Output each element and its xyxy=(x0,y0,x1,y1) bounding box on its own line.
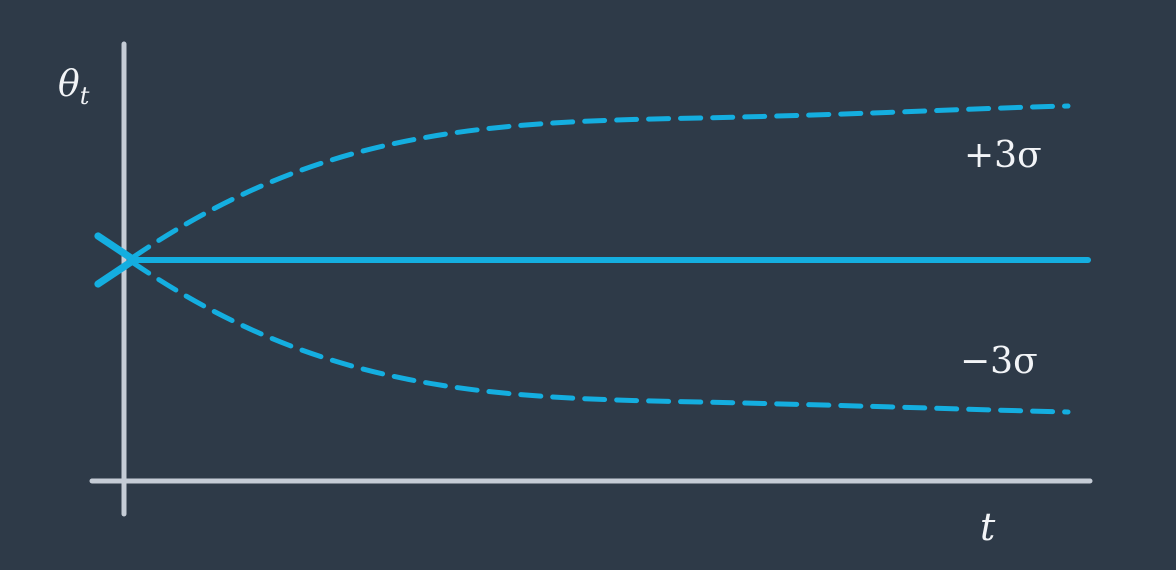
upper-band-curve xyxy=(129,103,1071,261)
y-axis-symbol: θ xyxy=(58,64,80,105)
y-axis-subscript: t xyxy=(80,82,90,110)
upper-band-label: +3σ xyxy=(964,135,1042,176)
lower-band-label: −3σ xyxy=(960,341,1038,382)
x-axis-label: t xyxy=(980,505,996,549)
y-axis-label: θt xyxy=(58,64,90,110)
lower-band-curve xyxy=(129,259,1071,415)
